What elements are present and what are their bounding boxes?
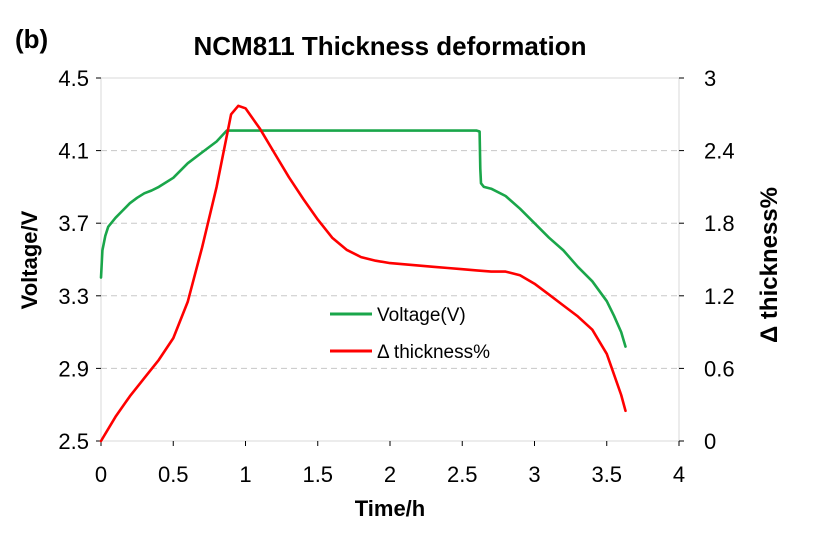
y2-tick-label: 3 <box>704 66 716 91</box>
plot-frame <box>100 77 680 442</box>
y-axis-label: Voltage/V <box>17 210 42 309</box>
x-tick-label: 3 <box>528 462 540 487</box>
legend-label-thickness: Δ thickness% <box>377 342 490 363</box>
y-tick-label: 4.1 <box>58 139 89 164</box>
x-tick-label: 3.5 <box>591 462 622 487</box>
x-tick-label: 2 <box>384 462 396 487</box>
series-line-thickness <box>99 104 627 443</box>
y2-tick-label: 2.4 <box>704 139 735 164</box>
y-tick-label: 2.5 <box>58 429 89 454</box>
y2-axis-label: Δ thickness% <box>756 187 783 343</box>
x-axis-label: Time/h <box>355 496 426 521</box>
x-tick-label: 0 <box>95 462 107 487</box>
y2-tick-label: 1.8 <box>704 211 735 236</box>
y-axis-ticks: 2.5 2.9 3.3 3.7 4.1 4.5 <box>58 66 101 454</box>
panel-label: (b) <box>15 24 48 54</box>
chart-title: NCM811 Thickness deformation <box>194 31 587 61</box>
gridlines <box>101 150 679 369</box>
series-layer <box>99 104 627 443</box>
legend-label-voltage: Voltage(V) <box>377 305 466 326</box>
y2-axis-ticks: 0 0.6 1.2 1.8 2.4 3 <box>679 66 735 454</box>
y-tick-label: 2.9 <box>58 356 89 381</box>
y-tick-label: 3.3 <box>58 284 89 309</box>
x-tick-label: 2.5 <box>447 462 478 487</box>
series-line-voltage <box>99 129 627 348</box>
y-tick-label: 3.7 <box>58 211 89 236</box>
y2-tick-label: 0 <box>704 429 716 454</box>
y2-tick-label: 1.2 <box>704 284 735 309</box>
legend: Voltage(V) Δ thickness% <box>330 305 490 363</box>
x-tick-label: 1 <box>239 462 251 487</box>
x-tick-label: 0.5 <box>158 462 189 487</box>
y2-tick-label: 0.6 <box>704 356 735 381</box>
y-tick-label: 4.5 <box>58 66 89 91</box>
x-tick-label: 1.5 <box>302 462 333 487</box>
x-tick-label: 4 <box>673 462 685 487</box>
x-axis-ticks: 0 0.5 1 1.5 2 2.5 3 3.5 4 <box>95 441 685 487</box>
